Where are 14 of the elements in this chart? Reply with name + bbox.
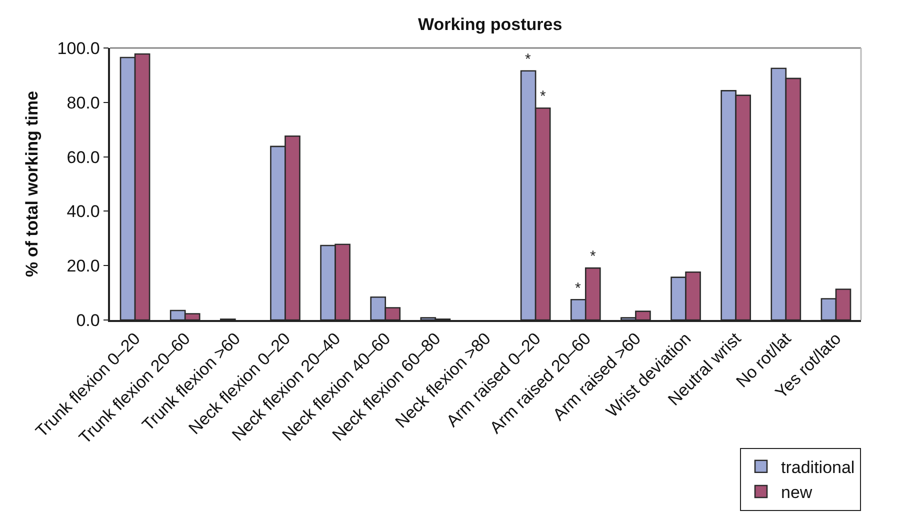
legend-label: new (781, 483, 813, 502)
y-axis-title: % of total working time (22, 90, 42, 278)
y-tick-label: 80.0 (66, 93, 100, 112)
y-tick-label: 0.0 (76, 310, 100, 330)
annotation: * (575, 280, 581, 297)
y-tick-label: 60.0 (66, 148, 100, 167)
y-tick-label: 100.0 (57, 38, 100, 58)
y-tick-label: 40.0 (66, 202, 100, 222)
legend-label: traditional (781, 458, 855, 478)
chart-title: Working postures (418, 15, 562, 34)
annotation: * (540, 88, 546, 105)
annotation: * (525, 51, 531, 68)
y-tick-label: 20.0 (66, 256, 100, 276)
annotation: * (590, 248, 596, 265)
